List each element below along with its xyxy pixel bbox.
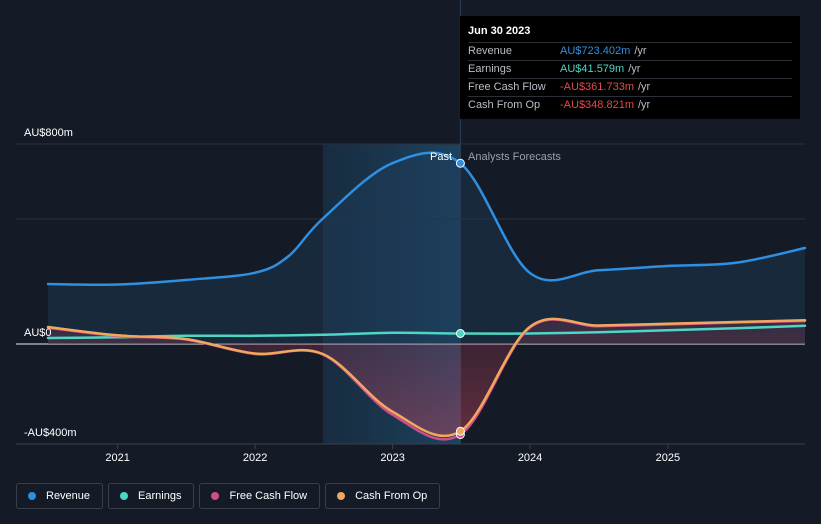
tooltip-row-earnings: Earnings AU$41.579m /yr [468, 60, 792, 78]
tooltip-row-cash-from-op: Cash From Op -AU$348.821m /yr [468, 96, 792, 114]
legend-item-free-cash-flow[interactable]: Free Cash Flow [199, 483, 321, 509]
series-areas [48, 152, 805, 436]
legend-dot-icon [211, 492, 220, 500]
series-line-earnings [46, 324, 807, 340]
legend-label: Revenue [46, 490, 91, 502]
tooltip-unit: /yr [638, 81, 651, 93]
past-label: Past [430, 151, 452, 163]
hover-tooltip: Jun 30 2023 Revenue AU$723.402m /yr Earn… [460, 16, 800, 119]
legend-item-revenue[interactable]: Revenue [16, 483, 104, 509]
tooltip-row-revenue: Revenue AU$723.402m /yr [468, 42, 792, 60]
x-tick-label: 2025 [656, 452, 680, 464]
series-lines [46, 151, 807, 441]
tooltip-unit: /yr [634, 45, 647, 57]
cash-from-op-area [48, 318, 805, 436]
tooltip-row-free-cash-flow: Free Cash Flow -AU$361.733m /yr [468, 78, 792, 96]
tooltip-name: Free Cash Flow [468, 81, 546, 93]
x-tick-label: 2022 [243, 452, 267, 464]
legend-dot-icon [28, 492, 36, 500]
legend-item-earnings[interactable]: Earnings [108, 483, 195, 509]
tooltip-unit: /yr [638, 99, 651, 111]
forecast-label: Analysts Forecasts [468, 151, 561, 163]
x-tick-label: 2023 [380, 452, 404, 464]
tooltip-name: Revenue [468, 45, 513, 57]
tooltip-unit: /yr [628, 63, 641, 75]
series-marker-revenue [455, 158, 465, 168]
chart-legend: Revenue Earnings Free Cash Flow Cash Fro… [16, 483, 441, 511]
revenue-area [48, 152, 805, 344]
legend-label: Cash From Op [355, 490, 428, 502]
legend-dot-icon [337, 492, 346, 500]
tooltip-name: Earnings [468, 63, 512, 75]
legend-item-cash-from-op[interactable]: Cash From Op [325, 483, 441, 509]
tooltip-value: AU$41.579m [560, 63, 625, 75]
series-markers [455, 158, 465, 439]
series-line-revenue [46, 151, 807, 286]
legend-label: Free Cash Flow [229, 490, 308, 502]
tooltip-value: AU$723.402m [560, 45, 631, 57]
y-label-zero: AU$0 [24, 327, 52, 339]
x-axis-ticks: 2021 2022 2023 2024 2025 [105, 444, 680, 464]
y-label-bottom: -AU$400m [24, 427, 77, 439]
series-marker-earnings [455, 329, 465, 338]
legend-dot-icon [120, 492, 129, 500]
tooltip-date: Jun 30 2023 [468, 25, 531, 37]
tooltip-value: -AU$361.733m [560, 81, 634, 93]
y-label-top: AU$800m [24, 127, 73, 139]
tooltip-value: -AU$348.821m [560, 99, 634, 111]
x-tick-label: 2024 [518, 452, 542, 464]
series-marker-cash-from-op [455, 426, 465, 436]
axis-labels: AU$800m AU$0 -AU$400m Past Analysts Fore… [24, 127, 561, 439]
tooltip-name: Cash From Op [468, 99, 541, 111]
legend-label: Earnings [138, 490, 182, 502]
x-tick-label: 2021 [105, 452, 129, 464]
series-line-cash-from-op [46, 317, 807, 438]
